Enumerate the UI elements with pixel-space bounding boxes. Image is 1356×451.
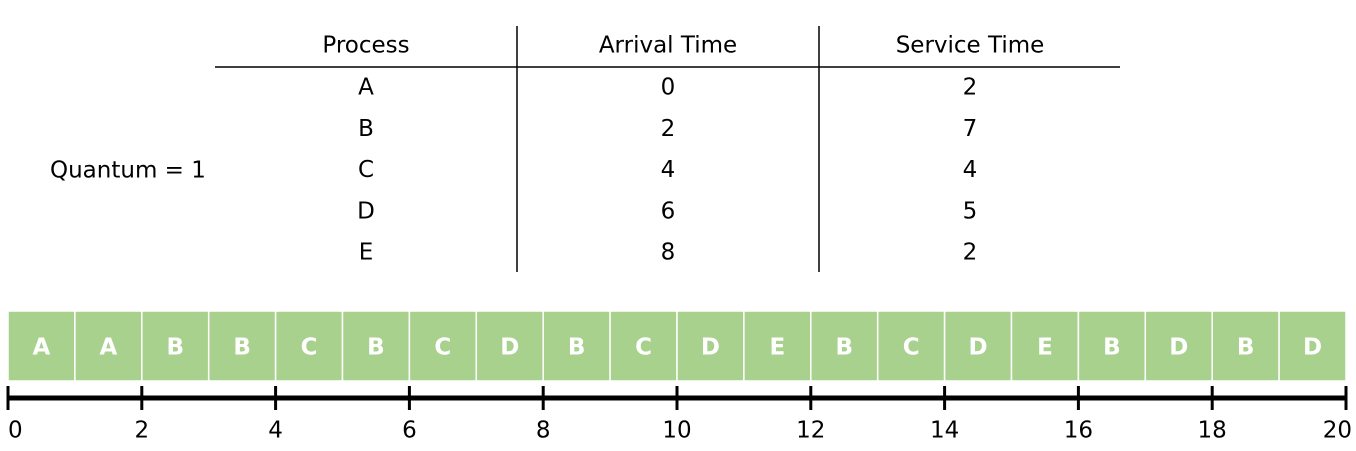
gantt-slot-label: C bbox=[301, 335, 318, 361]
table-cell: 5 bbox=[963, 198, 978, 224]
gantt-slot bbox=[74, 310, 143, 382]
gantt-slot bbox=[676, 310, 745, 382]
table-cell: A bbox=[358, 75, 374, 101]
quantum-label: Quantum = 1 bbox=[50, 158, 206, 184]
gantt-slot-label: C bbox=[903, 335, 920, 361]
tick-label: 12 bbox=[796, 418, 825, 444]
tick-label: 16 bbox=[1064, 418, 1093, 444]
gantt-slot bbox=[1211, 310, 1280, 382]
tick-label: 14 bbox=[930, 418, 959, 444]
gantt-slot bbox=[1077, 310, 1147, 382]
gantt-slot-label: B bbox=[568, 335, 586, 361]
table-cell: 7 bbox=[963, 116, 978, 142]
gantt-slot bbox=[1278, 310, 1347, 382]
gantt-slot bbox=[7, 310, 76, 382]
gantt-slot-label: B bbox=[166, 335, 184, 361]
table-cell: 4 bbox=[963, 157, 978, 183]
gantt-slot-label: A bbox=[99, 335, 117, 361]
table-header: Arrival Time bbox=[599, 33, 737, 59]
tick-label: 8 bbox=[536, 418, 551, 444]
gantt-slot-label: E bbox=[1037, 335, 1053, 361]
gantt-slot-label: D bbox=[1303, 335, 1322, 361]
table-cell: D bbox=[357, 198, 375, 224]
gantt-slot bbox=[542, 310, 611, 382]
gantt-slot-label: D bbox=[500, 335, 519, 361]
gantt-slot bbox=[274, 310, 344, 382]
gantt-slot bbox=[341, 310, 411, 382]
gantt-slot-label: C bbox=[434, 335, 451, 361]
gantt-slot bbox=[141, 310, 210, 382]
gantt-slot bbox=[207, 310, 277, 382]
gantt-slot-label: E bbox=[769, 335, 785, 361]
gantt-slot-label: B bbox=[835, 335, 853, 361]
gantt-slot-label: D bbox=[701, 335, 720, 361]
gantt-slot bbox=[743, 310, 812, 382]
gantt-slot-label: C bbox=[635, 335, 652, 361]
gantt-slot bbox=[475, 310, 544, 382]
gantt-slot-label: D bbox=[969, 335, 988, 361]
tick-label: 20 bbox=[1323, 418, 1352, 444]
table-cell: E bbox=[359, 240, 374, 266]
table-cell: C bbox=[358, 157, 374, 183]
gantt-slot-label: B bbox=[367, 335, 385, 361]
table-header: Process bbox=[322, 33, 409, 59]
tick-label: 4 bbox=[268, 418, 283, 444]
gantt-slot bbox=[609, 310, 678, 382]
tick-label: 18 bbox=[1198, 418, 1227, 444]
gantt-slot-label: B bbox=[1237, 335, 1255, 361]
table-cell: 6 bbox=[661, 198, 676, 224]
gantt-slot bbox=[810, 310, 879, 382]
table-cell: 0 bbox=[661, 75, 676, 101]
gantt-slot-label: D bbox=[1169, 335, 1188, 361]
table-cell: 2 bbox=[661, 116, 676, 142]
gantt-slot bbox=[1010, 310, 1080, 382]
tick-label: 6 bbox=[402, 418, 417, 444]
table-cell: 2 bbox=[963, 240, 978, 266]
gantt-slot-label: B bbox=[233, 335, 251, 361]
table-cell: 2 bbox=[963, 75, 978, 101]
tick-label: 0 bbox=[8, 418, 23, 444]
table-cell: B bbox=[358, 116, 374, 142]
gantt-slot bbox=[943, 310, 1013, 382]
tick-label: 10 bbox=[662, 418, 691, 444]
table-cell: 4 bbox=[661, 157, 676, 183]
gantt-slot-label: B bbox=[1103, 335, 1121, 361]
table-cell: 8 bbox=[661, 240, 676, 266]
gantt-slot-label: A bbox=[33, 335, 51, 361]
tick-label: 2 bbox=[134, 418, 149, 444]
gantt-slot bbox=[1144, 310, 1213, 382]
gantt-slot bbox=[876, 310, 946, 382]
table-header: Service Time bbox=[896, 33, 1045, 59]
